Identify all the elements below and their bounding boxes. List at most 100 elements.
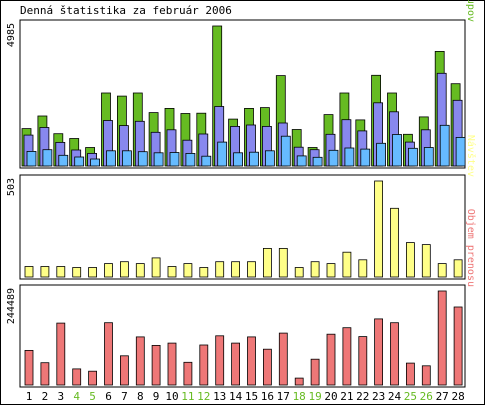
bar-visits-návštev-day-8 (135, 263, 145, 278)
bar-requests-stránky-day-5 (90, 158, 100, 167)
bar-kbytes-objem-prenosu-day-15 (247, 336, 256, 386)
bar-requests-stránky-day-25 (407, 147, 418, 167)
bar-kbytes-objem-prenosu-day-21 (342, 327, 352, 386)
x-tick-label-day-5: 5 (89, 390, 96, 403)
x-tick-label-day-10: 10 (165, 390, 178, 403)
x-tick-label-day-18: 18 (293, 390, 306, 403)
bar-requests-stránky-day-6 (106, 150, 116, 167)
bar-requests-stránky-day-7 (122, 150, 132, 167)
bar-kbytes-objem-prenosu-day-1 (24, 349, 34, 386)
bar-kbytes-objem-prenosu-day-11 (183, 361, 193, 386)
bar-visits-návštev-day-6 (104, 263, 113, 278)
chart-title: Denná štatistika za február 2006 (20, 4, 232, 17)
bar-requests-stránky-day-12 (201, 155, 212, 167)
bar-visits-návštev-day-4 (72, 267, 82, 278)
panel-legend-visits: Návštev (465, 135, 477, 177)
bar-kbytes-objem-prenosu-day-14 (231, 342, 241, 386)
x-tick-label-day-16: 16 (261, 390, 274, 403)
bar-kbytes-objem-prenosu-day-28 (453, 306, 463, 386)
bar-visits-návštev-day-19 (310, 261, 320, 278)
x-tick-label-day-12: 12 (197, 390, 210, 403)
bar-visits-návštev-day-13 (215, 261, 225, 278)
x-tick-label-day-7: 7 (121, 390, 128, 403)
bar-requests-stránky-day-20 (328, 149, 339, 167)
bar-kbytes-objem-prenosu-day-19 (310, 358, 320, 386)
bar-requests-stránky-day-22 (360, 148, 371, 167)
x-tick-label-day-11: 11 (181, 390, 194, 403)
bar-kbytes-objem-prenosu-day-8 (135, 336, 145, 386)
x-tick-label-day-4: 4 (73, 390, 80, 403)
bar-requests-stránky-day-1 (26, 150, 37, 167)
bar-requests-stránky-day-11 (185, 152, 196, 167)
x-tick-label-day-9: 9 (153, 390, 160, 403)
bar-kbytes-objem-prenosu-day-2 (40, 362, 50, 386)
bar-requests-stránky-day-3 (58, 154, 69, 167)
chart-panel-visits: 503 Návštev (6, 135, 477, 280)
bar-kbytes-objem-prenosu-day-27 (437, 290, 447, 386)
x-tick-label-day-14: 14 (229, 390, 243, 403)
panel-max-label-requests: 4985 (6, 23, 17, 47)
chart-panel-kbytes: 244489 Objem prenosu (6, 209, 476, 388)
bar-visits-návštev-day-22 (358, 259, 368, 278)
bar-kbytes-objem-prenosu-day-20 (326, 333, 336, 386)
x-tick-label-day-6: 6 (105, 390, 112, 403)
bar-requests-stránky-day-19 (312, 156, 323, 167)
x-tick-label-day-2: 2 (42, 390, 49, 403)
bar-requests-stránky-day-16 (264, 150, 275, 167)
x-tick-label-day-28: 28 (451, 390, 464, 403)
bar-kbytes-objem-prenosu-day-26 (421, 365, 431, 386)
bar-kbytes-objem-prenosu-day-18 (294, 377, 304, 386)
bar-visits-návštev-day-21 (342, 251, 352, 278)
bar-requests-stránky-day-28 (455, 136, 466, 167)
bar-requests-stránky-day-8 (137, 151, 148, 167)
x-tick-label-day-22: 22 (356, 390, 369, 403)
bar-kbytes-objem-prenosu-day-7 (120, 355, 129, 386)
bar-visits-návštev-day-14 (231, 261, 241, 278)
x-tick-label-day-25: 25 (404, 390, 417, 403)
bar-kbytes-objem-prenosu-day-22 (358, 336, 368, 386)
bar-kbytes-objem-prenosu-day-10 (167, 342, 177, 386)
x-tick-label-day-20: 20 (324, 390, 337, 403)
chart-panels: 4985 Stránky / Súborov / Prístupov 503 Návš… (6, 0, 477, 388)
x-tick-label-day-15: 15 (245, 390, 258, 403)
bar-kbytes-objem-prenosu-day-13 (215, 335, 225, 386)
bar-requests-stránky-day-9 (153, 152, 164, 167)
bar-requests-stránky-day-13 (217, 141, 228, 167)
bar-visits-návštev-day-28 (453, 259, 463, 278)
x-tick-label-day-17: 17 (277, 390, 290, 403)
x-tick-label-day-3: 3 (57, 390, 64, 403)
bar-requests-stránky-day-21 (344, 147, 355, 167)
bar-visits-návštev-day-18 (294, 267, 304, 278)
bar-visits-návštev-day-11 (183, 263, 193, 278)
x-tick-label-day-24: 24 (388, 390, 402, 403)
panel-legend-requests: Stránky / Súborov / Prístupov (465, 0, 477, 22)
bar-visits-návštev-day-7 (120, 261, 129, 278)
bar-visits-návštev-day-26 (421, 244, 431, 278)
bar-visits-návštev-day-17 (278, 247, 288, 278)
x-tick-label-day-26: 26 (420, 390, 433, 403)
bar-kbytes-objem-prenosu-day-16 (262, 348, 272, 386)
x-tick-label-day-21: 21 (340, 390, 353, 403)
x-tick-label-day-27: 27 (436, 390, 449, 403)
bar-kbytes-objem-prenosu-day-4 (72, 368, 82, 386)
x-axis-day-labels: 1 2 3 4 5 6 7 8 9 10 11 12 13 14 15 16 17 18 19 20 21 22 23 24 2… (26, 390, 465, 403)
bar-kbytes-objem-prenosu-day-17 (278, 332, 288, 386)
bar-visits-návštev-day-20 (326, 263, 336, 278)
bar-requests-stránky-day-27 (439, 124, 450, 167)
bar-kbytes-objem-prenosu-day-12 (199, 344, 209, 386)
bar-requests-stránky-day-14 (233, 152, 244, 167)
x-tick-label-day-1: 1 (26, 390, 33, 403)
bar-visits-návštev-day-16 (262, 247, 272, 278)
bar-visits-návštev-day-12 (199, 267, 209, 278)
chart-panel-requests: 4985 Stránky / Súborov / Prístupov (6, 0, 477, 169)
x-tick-label-day-8: 8 (137, 390, 144, 403)
bar-requests-stránky-day-23 (376, 142, 387, 167)
bar-requests-stránky-day-10 (169, 152, 180, 167)
panel-legend-kbytes: Objem prenosu (465, 209, 476, 287)
bar-visits-návštev-day-10 (167, 266, 177, 278)
bar-requests-stránky-day-18 (296, 155, 307, 167)
bar-requests-stránky-day-26 (423, 147, 434, 167)
bar-visits-návštev-day-5 (88, 267, 97, 278)
